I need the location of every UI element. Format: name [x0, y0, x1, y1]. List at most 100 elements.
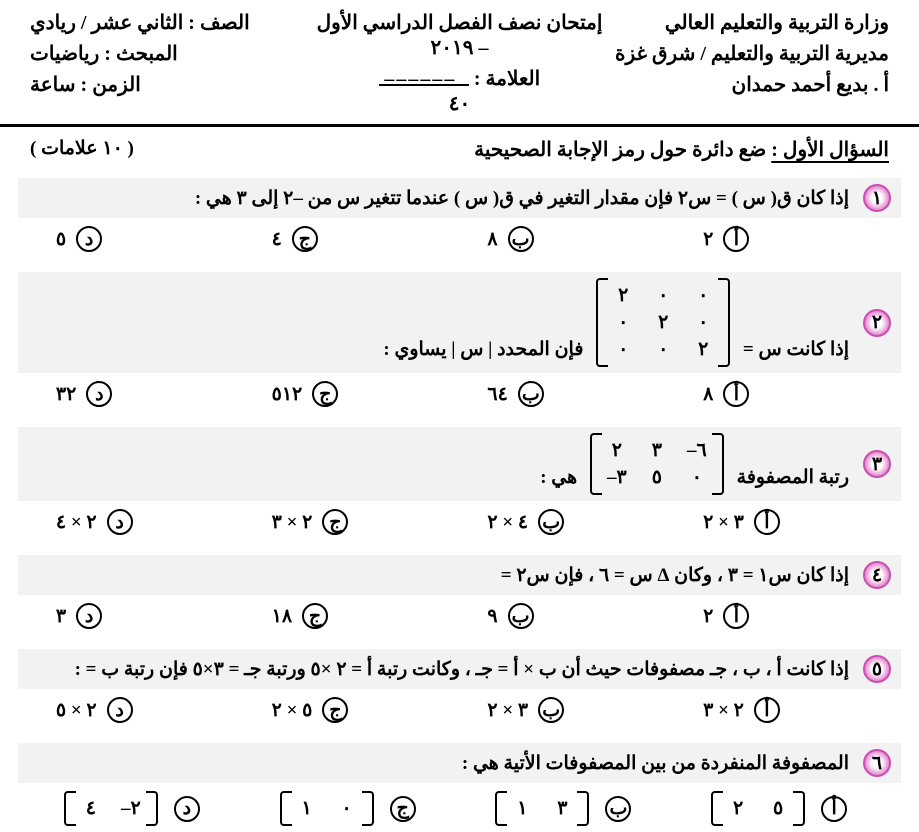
choice-label: ب [508, 226, 534, 252]
choice-label: د [107, 509, 133, 535]
directorate: مديرية التربية والتعليم / شرق غزة [603, 41, 889, 66]
answer-row: أ٢٥ ب١٣ ج١٠ د٤–٢ [18, 785, 901, 832]
answer-choice[interactable]: ب٨ [487, 226, 647, 252]
grade-denominator: ٤٠ [449, 91, 470, 116]
choice-label: أ [754, 697, 780, 723]
answer-choice[interactable]: ب٦٤ [487, 381, 647, 407]
answer-choice[interactable]: ب٩ [487, 603, 647, 629]
question-row: ١ إذا كان ق( س ) = س٢ فإن مقدار التغير في… [18, 178, 901, 218]
answer-choice[interactable]: ب ٣ × ٢ [487, 697, 647, 723]
answer-choice[interactable]: د ٣٢ [56, 381, 216, 407]
question-number: ٦ [863, 749, 891, 777]
choice-value: ٥ × ٢ [272, 699, 313, 722]
choice-value: ٣٢ [56, 383, 76, 406]
question-text: المصفوفة المنفردة من بين المصفوفات الأتي… [28, 752, 849, 775]
question-number: ٣ [863, 450, 891, 478]
answer-choice[interactable]: ج١٠ [272, 791, 432, 826]
choice-value: ٥١٢ [272, 383, 303, 406]
choice-label: د [86, 381, 112, 407]
choice-label: ج [302, 603, 328, 629]
grade-box: العلامة : –––––– ٤٠ [379, 66, 540, 116]
question-number: ٥ [863, 655, 891, 683]
choice-value: ٥ [56, 228, 66, 251]
answer-choice[interactable]: د٥ [56, 226, 216, 252]
choice-value: ٤ × ٢ [487, 511, 528, 534]
subject-line: المبحث : رياضيات [30, 41, 316, 66]
answer-choice[interactable]: ج٤ [272, 226, 432, 252]
ministry: وزارة التربية والتعليم العالي [603, 10, 889, 35]
exam-title: إمتحان نصف الفصل الدراسي الأول – ٢٠١٩ [316, 10, 602, 60]
choice-label: ب [538, 509, 564, 535]
question-1-header: السؤال الأول : ضع دائرة حول رمز الإجابة … [0, 127, 919, 170]
question-number: ٢ [863, 309, 891, 337]
answer-row: أ٢ × ٣ ب ٣ × ٢ ج ٥ × ٢ د٢ × ٥ [18, 691, 901, 729]
answer-choice[interactable]: ب١٣ [487, 791, 647, 826]
answer-row: أ ٣ × ٢ ب ٤ × ٢ ج ٢ × ٣ د ٢ × ٤ [18, 503, 901, 541]
header-right: وزارة التربية والتعليم العالي مديرية الت… [603, 10, 889, 116]
choice-value: ٣ × ٢ [703, 511, 744, 534]
answer-row: أ٨ ب٦٤ ج ٥١٢ د ٣٢ [18, 375, 901, 413]
answer-choice[interactable]: ج ٥ × ٢ [272, 697, 432, 723]
choice-label: ج [322, 697, 348, 723]
choice-label: ج [322, 509, 348, 535]
time-line: الزمن : ساعة [30, 72, 316, 97]
choice-label: د [107, 697, 133, 723]
choice-value: ٣ × ٢ [487, 699, 528, 722]
question-row: ٢ إذا كانت س = ٢٠٠٠٢٠٠٠٢ فإن المحدد | س |… [18, 272, 901, 373]
choice-label: ج [390, 796, 416, 822]
question-marks: ( ١٠ علامات ) [30, 137, 134, 162]
question-row: ٤إذا كان س١ = ٣ ، وكان Δ س = ٦ ، فإن س٢ … [18, 555, 901, 595]
question-text: إذا كانت س = ٢٠٠٠٢٠٠٠٢ فإن المحدد | س | … [28, 278, 849, 367]
answer-choice[interactable]: أ٨ [703, 381, 863, 407]
choice-label: د [76, 603, 102, 629]
choice-value: ٢ [703, 605, 713, 628]
question-text: إذا كان ق( س ) = س٢ فإن مقدار التغير في … [28, 187, 849, 210]
choice-value: ٢ × ٤ [56, 511, 97, 534]
answer-choice[interactable]: ب ٤ × ٢ [487, 509, 647, 535]
answer-choice[interactable]: أ ٣ × ٢ [703, 509, 863, 535]
answer-row: أ٢ ب٨ ج٤ د٥ [18, 220, 901, 258]
choice-label: ج [312, 381, 338, 407]
choice-label: د [76, 226, 102, 252]
header-center: إمتحان نصف الفصل الدراسي الأول – ٢٠١٩ ال… [316, 10, 602, 116]
question-number: ١ [863, 184, 891, 212]
answer-choice[interactable]: ج ٢ × ٣ [272, 509, 432, 535]
choice-label: أ [723, 603, 749, 629]
answer-choice[interactable]: أ٢ [703, 226, 863, 252]
choice-value: ٨ [487, 228, 497, 251]
answer-choice[interactable]: د٢ × ٥ [56, 697, 216, 723]
exam-header: وزارة التربية والتعليم العالي مديرية الت… [0, 0, 919, 127]
answer-choice[interactable]: أ٢ × ٣ [703, 697, 863, 723]
answer-choice[interactable]: ج ٥١٢ [272, 381, 432, 407]
choice-value: ٣ [56, 605, 66, 628]
choice-value: ٢ × ٣ [272, 511, 313, 534]
choice-label: أ [754, 509, 780, 535]
choice-value: ٨ [703, 383, 713, 406]
answer-choice[interactable]: د ٢ × ٤ [56, 509, 216, 535]
choice-label: ب [605, 796, 631, 822]
header-left: الصف : الثاني عشر / ريادي المبحث : رياضي… [30, 10, 316, 116]
answer-choice[interactable]: د٤–٢ [56, 791, 216, 826]
choice-value: ٤ [272, 228, 282, 251]
answer-choice[interactable]: ج١٨ [272, 603, 432, 629]
answer-choice[interactable]: أ٢٥ [703, 791, 863, 826]
class-line: الصف : الثاني عشر / ريادي [30, 10, 316, 35]
question-row: ٦ المصفوفة المنفردة من بين المصفوفات الأت… [18, 743, 901, 783]
choice-value: ٩ [487, 605, 497, 628]
question-row: ٣ رتبة المصفوفة ٢٣–٦–٣٥٠ هي : [18, 427, 901, 501]
choice-label: ب [518, 381, 544, 407]
choice-label: ب [508, 603, 534, 629]
question-title: السؤال الأول : ضع دائرة حول رمز الإجابة … [474, 137, 889, 162]
question-text: إذا كانت أ ، ب ، جـ مصفوفات حيث أن ب × أ… [28, 658, 849, 681]
grade-blank: –––––– [379, 68, 469, 86]
choice-label: ب [538, 697, 564, 723]
grade-label: العلامة : [474, 68, 540, 90]
choice-value: ٢ [703, 228, 713, 251]
answer-choice[interactable]: أ٢ [703, 603, 863, 629]
choice-label: د [174, 796, 200, 822]
answer-choice[interactable]: د٣ [56, 603, 216, 629]
choice-label: أ [723, 226, 749, 252]
question-row: ٥ إذا كانت أ ، ب ، جـ مصفوفات حيث أن ب × … [18, 649, 901, 689]
question-text: رتبة المصفوفة ٢٣–٦–٣٥٠ هي : [28, 433, 849, 495]
teacher: أ . بديع أحمد حمدان [603, 72, 889, 97]
